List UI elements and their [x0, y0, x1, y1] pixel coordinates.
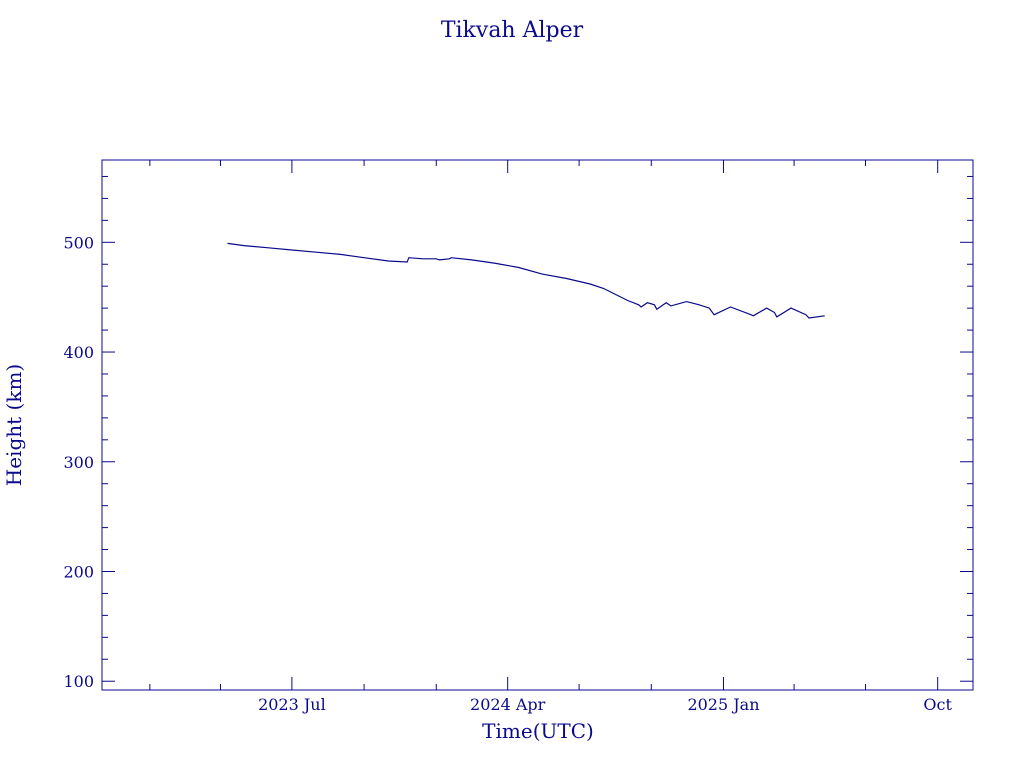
- y-tick-label: 400: [63, 343, 94, 362]
- plot-frame: [101, 159, 974, 691]
- height-series-line: [227, 242, 825, 319]
- y-tick-label: 500: [63, 233, 94, 252]
- x-tick-label: 2025 Jan: [687, 695, 759, 714]
- x-axis-title: Time(UTC): [482, 719, 594, 743]
- y-tick-label: 100: [63, 672, 94, 691]
- axis-ticks: 100 200 300 400 500 2023 Jul 2024 Apr 2025 Jan O…: [63, 160, 973, 714]
- x-tick-label: 2023 Jul: [258, 695, 326, 714]
- y-tick-label: 300: [63, 453, 94, 472]
- x-tick-label: 2024 Apr: [470, 695, 546, 714]
- y-axis-title: Height (km): [2, 364, 26, 486]
- series-layer: [227, 242, 825, 319]
- y-tick-label: 200: [63, 562, 94, 581]
- x-tick-label: Oct: [923, 695, 952, 714]
- chart-title: Tikvah Alper: [441, 18, 584, 43]
